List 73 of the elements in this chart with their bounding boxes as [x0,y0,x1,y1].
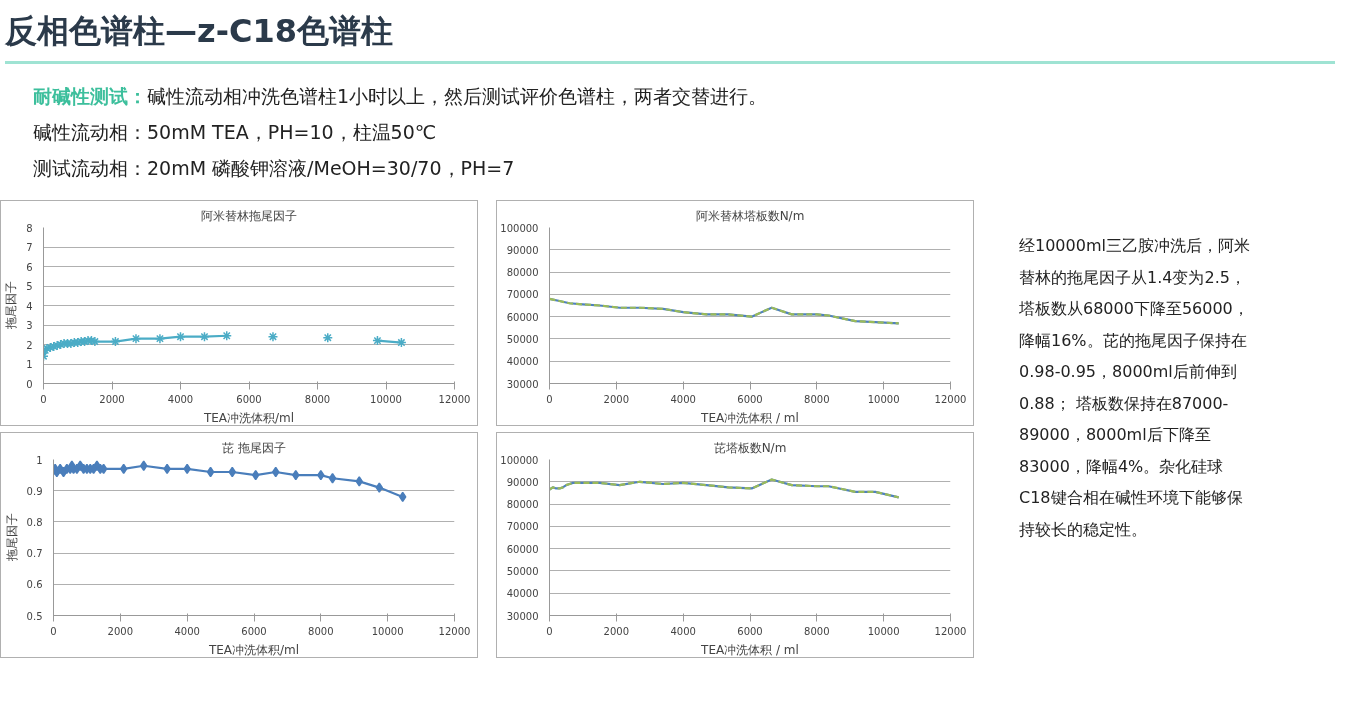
x-tick-label: 10000 [867,393,900,405]
y-tick-label: 60000 [506,311,539,323]
y-tick-label: 80000 [506,499,539,511]
x-tick-label: 2000 [107,625,134,637]
y-tick-label: 60000 [506,543,539,555]
x-tick-label: 4000 [174,625,200,637]
y-tick-label: 0.8 [26,517,43,529]
y-tick-label: 90000 [506,476,539,488]
y-tick-label: 40000 [506,356,539,368]
x-tick-label: 0 [546,393,553,405]
x-tick-label: 10000 [371,625,404,637]
text: 碱性流动相：50mM TEA，PH=10，柱温50℃ [33,119,438,145]
y-tick-label: 0.5 [26,610,43,622]
x-tick-label: 6000 [737,625,763,637]
x-tick-label: 2000 [99,393,125,405]
y-tick-label: 0.6 [26,579,43,591]
y-tick-label: 100000 [500,222,539,234]
x-tick-label: 8000 [804,625,830,637]
y-tick-label: 0.9 [26,485,43,497]
y-tick-label: 8 [26,222,33,234]
x-tick-label: 0 [546,625,553,637]
y-tick-label: 70000 [506,289,539,301]
x-tick-label: 12000 [934,625,967,637]
y-tick-label: 50000 [506,566,539,578]
y-tick-label: 30000 [506,610,539,622]
x-tick-label: 12000 [438,393,471,405]
y-axis-title: 拖尾因子 [4,281,19,331]
x-axis-title: TEA冲洗体积/ml [207,642,300,657]
x-tick-label: 6000 [737,393,763,405]
x-tick-label: 0 [50,625,57,637]
x-tick-label: 12000 [438,625,471,637]
y-tick-label: 3 [26,320,33,332]
text: 反相色谱柱—z-C18色谱柱 [5,5,1335,64]
y-tick-label: 0 [26,378,33,390]
x-tick-label: 10000 [370,393,402,405]
x-tick-label: 6000 [236,393,262,405]
y-axis-title: 拖尾因子 [4,513,19,563]
y-tick-label: 100000 [500,454,539,466]
chart-title: 芘 拖尾因子 [222,440,286,455]
y-tick-label: 40000 [506,588,539,600]
y-tick-label: 90000 [506,244,539,256]
x-tick-label: 12000 [934,393,967,405]
chart-title: 阿米替林塔板数N/m [695,208,805,223]
x-tick-label: 4000 [670,393,696,405]
y-tick-label: 7 [26,242,33,254]
text: 经10000ml三乙胺冲洗后，阿米替林的拖尾因子从1.4变为2.5，塔板数从68000下降至56000，降幅16%。芘的拖尾因子保持在0.98-0.95，8000ml后前伸到0.88； 塔板数保持在87000-89000，8000ml后下降至83000，降幅4%。杂化硅球C18键合相在碱性环境下能够保持较长的稳定性。 [1019,236,1250,539]
x-axis-title: TEA冲洗体积/ml [202,410,295,425]
y-tick-label: 50000 [506,334,539,346]
y-tick-label: 4 [26,300,33,312]
chart-title: 芘塔板数N/m [713,440,787,455]
x-tick-label: 4000 [167,393,194,405]
y-tick-label: 1 [26,359,33,371]
chart-title: 阿米替林拖尾因子 [201,208,297,223]
y-tick-label: 70000 [506,521,539,533]
x-tick-label: 4000 [670,625,696,637]
y-tick-label: 30000 [506,378,539,390]
x-axis-title: TEA冲洗体积 / ml [700,410,799,425]
x-tick-label: 8000 [804,393,830,405]
x-tick-label: 2000 [603,625,630,637]
x-axis-title: TEA冲洗体积 / ml [700,642,799,657]
y-tick-label: 80000 [506,267,539,279]
x-tick-label: 6000 [241,625,267,637]
y-tick-label: 2 [26,339,33,351]
y-tick-label: 0.7 [26,548,43,560]
text: 测试流动相：20mM 磷酸钾溶液/MeOH=30/70，PH=7 [33,156,516,181]
text: 耐碱性测试： [33,84,147,107]
y-tick-label: 1 [36,454,43,466]
y-tick-label: 5 [26,281,33,293]
x-tick-label: 10000 [867,625,900,637]
x-tick-label: 8000 [304,393,331,405]
y-tick-label: 6 [26,261,33,273]
x-tick-label: 2000 [603,393,630,405]
x-tick-label: 8000 [308,625,334,637]
